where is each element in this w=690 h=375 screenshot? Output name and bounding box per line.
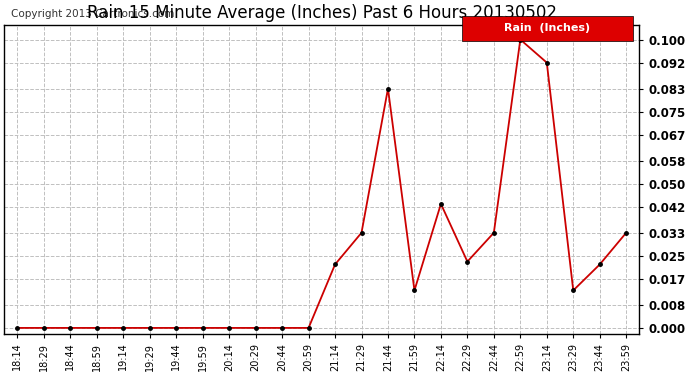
Bar	[462, 16, 633, 40]
Title: Rain 15 Minute Average (Inches) Past 6 Hours 20130502: Rain 15 Minute Average (Inches) Past 6 H…	[87, 4, 557, 22]
Text: Copyright 2013 Cartronics.com: Copyright 2013 Cartronics.com	[10, 9, 174, 19]
Text: Rain  (Inches): Rain (Inches)	[504, 23, 591, 33]
